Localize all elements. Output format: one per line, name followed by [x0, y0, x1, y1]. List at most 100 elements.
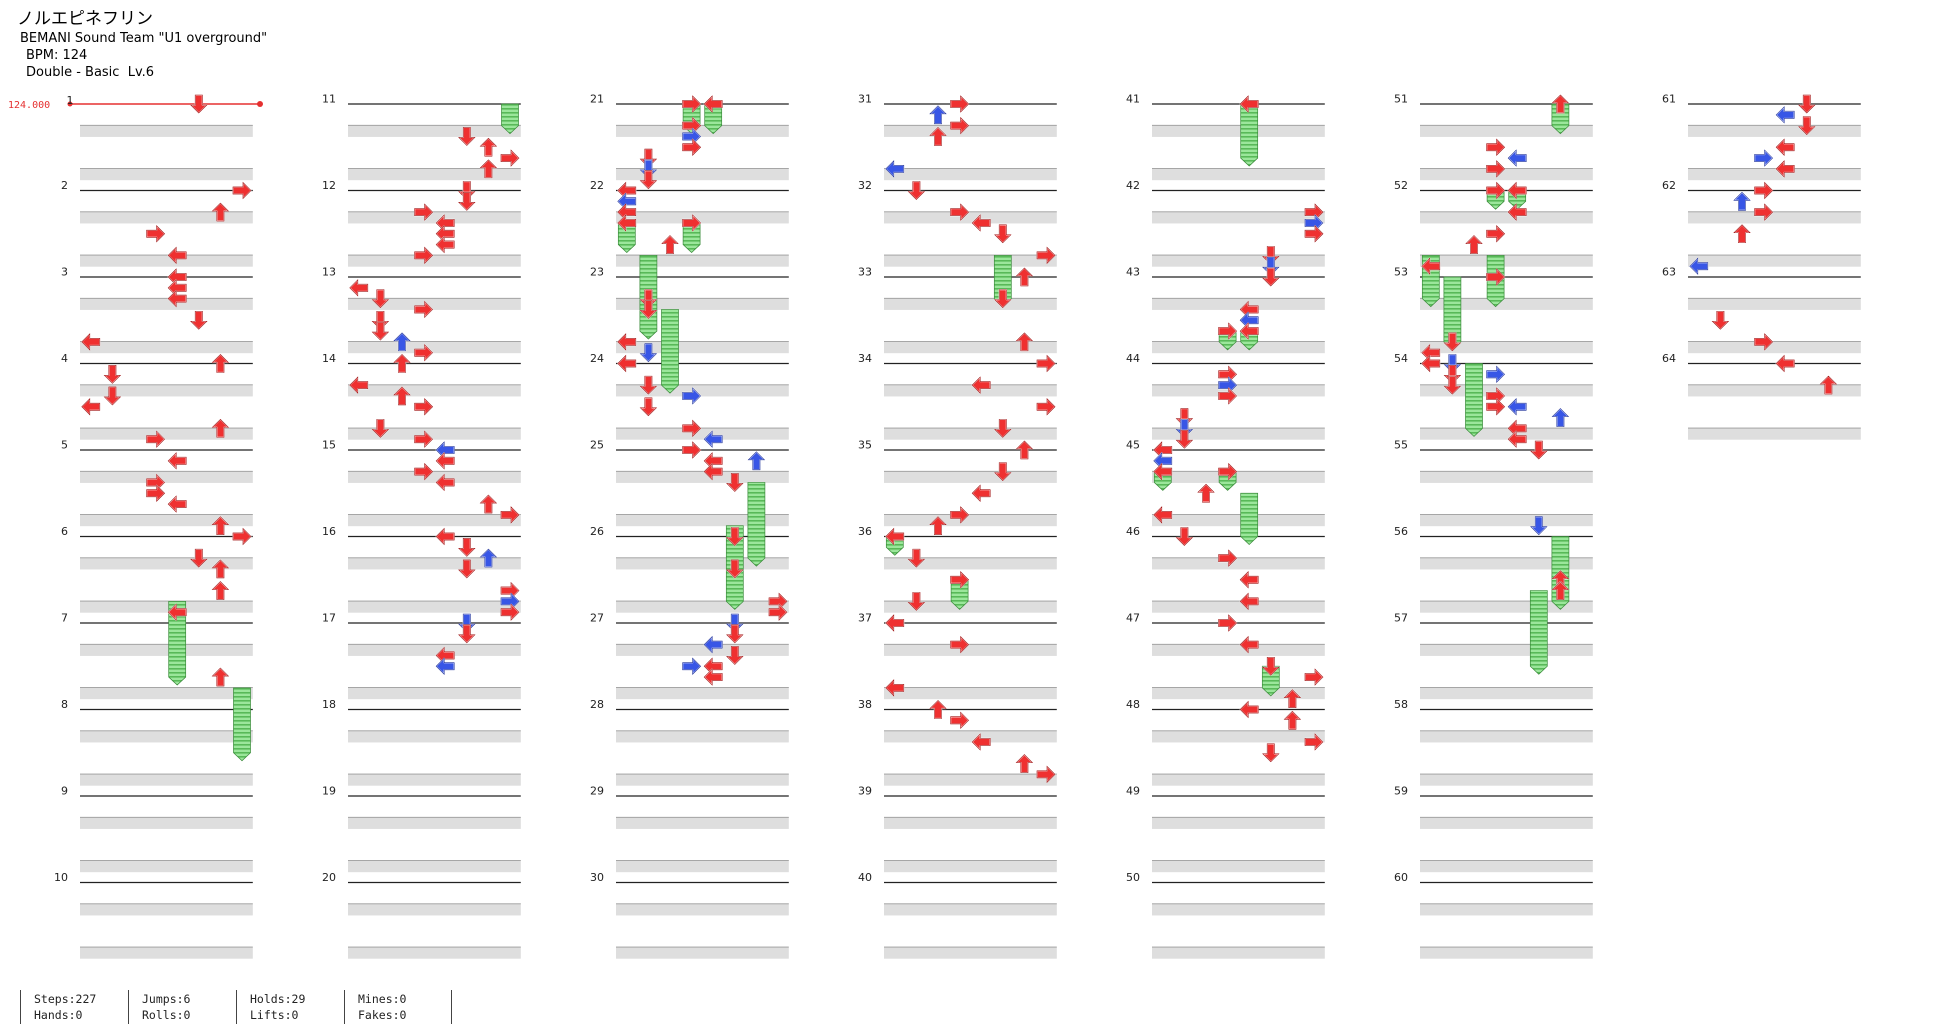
right-arrow-note	[414, 343, 434, 362]
down-arrow-note	[994, 462, 1012, 482]
measure-number: 4	[61, 352, 68, 365]
beat-stripe	[1688, 254, 1861, 267]
beat-stripe	[348, 254, 521, 267]
beat-stripe	[1420, 427, 1593, 440]
beat-stripe	[1688, 341, 1861, 354]
measure-number: 3	[61, 266, 68, 279]
measure-number: 62	[1662, 179, 1676, 192]
down-arrow-note	[1711, 310, 1730, 330]
hold-note	[682, 222, 701, 254]
down-arrow-note	[458, 537, 476, 557]
down-arrow-note	[994, 224, 1012, 244]
right-arrow-note	[1036, 398, 1056, 416]
measure-number: 61	[1662, 93, 1676, 106]
up-arrow-note	[929, 699, 947, 720]
up-arrow-note	[393, 332, 411, 352]
right-arrow-note	[949, 711, 970, 730]
right-arrow-note	[1485, 225, 1506, 243]
measure-number: 13	[322, 266, 336, 279]
beat-stripe	[1420, 860, 1593, 873]
measure-number: 34	[858, 352, 872, 365]
beat-stripe	[80, 600, 253, 613]
down-arrow-note	[458, 126, 476, 147]
up-arrow-note	[211, 559, 230, 579]
right-arrow-note	[146, 430, 166, 448]
left-arrow-note	[617, 181, 637, 200]
beat-stripe	[616, 773, 789, 786]
measure-number: 11	[322, 93, 336, 106]
left-arrow-note	[1239, 571, 1259, 589]
beat-stripe	[1420, 254, 1593, 267]
beat-stripe	[884, 600, 1057, 613]
beat-stripe	[80, 730, 253, 743]
down-arrow-note	[1443, 375, 1462, 395]
measure-number: 29	[590, 785, 604, 798]
left-arrow-note	[1239, 95, 1259, 113]
right-arrow-note	[500, 149, 520, 167]
stat-holds: Holds:29	[250, 992, 306, 1006]
up-arrow-note	[1015, 332, 1034, 352]
measure-number: 19	[322, 785, 336, 798]
beat-stripe	[348, 773, 521, 786]
down-arrow-note	[1530, 440, 1548, 460]
measure-number: 32	[858, 179, 872, 192]
measure-number: 26	[590, 525, 604, 538]
down-arrow-note	[726, 624, 744, 644]
beat-stripe	[616, 427, 789, 440]
hold-note	[1465, 363, 1483, 437]
hold-note	[1529, 590, 1548, 675]
down-arrow-note	[190, 310, 208, 330]
song-title: ノルエピネフリン	[17, 9, 153, 29]
beat-stripe	[1420, 644, 1593, 656]
beat-stripe	[616, 860, 789, 873]
left-arrow-note	[885, 679, 905, 697]
beat-stripe	[1152, 471, 1325, 483]
beat-stripe	[80, 514, 253, 527]
left-arrow-note	[703, 635, 723, 654]
beat-stripe	[1688, 125, 1861, 137]
left-arrow-note	[1239, 592, 1259, 611]
right-arrow-note	[1485, 398, 1506, 416]
beat-stripe	[348, 817, 521, 829]
beat-stripe	[616, 730, 789, 743]
up-arrow-note	[1551, 407, 1570, 428]
down-arrow-note	[103, 386, 122, 406]
right-arrow-note	[1485, 138, 1506, 156]
beat-stripe	[80, 298, 253, 310]
right-arrow-note	[1304, 668, 1324, 686]
beat-stripe	[884, 211, 1057, 224]
beat-stripe	[1152, 125, 1325, 137]
stat-lifts: Lifts:0	[250, 1008, 299, 1022]
beat-stripe	[80, 946, 253, 959]
beat-stripe	[1420, 687, 1593, 700]
right-arrow-note	[1753, 333, 1774, 351]
hold-note	[168, 601, 187, 686]
up-arrow-note	[479, 548, 498, 568]
beat-stripe	[616, 946, 789, 959]
left-arrow-note	[1153, 452, 1173, 470]
stat-hands: Hands:0	[34, 1008, 83, 1022]
measure-number: 60	[1394, 871, 1408, 884]
beat-stripe	[1152, 687, 1325, 700]
right-arrow-note	[681, 419, 702, 438]
measure-number: 47	[1126, 612, 1140, 625]
down-arrow-note	[639, 375, 658, 395]
up-arrow-note	[1015, 267, 1034, 287]
left-arrow-note	[971, 214, 991, 232]
measure-number: 9	[61, 785, 68, 798]
right-arrow-note	[949, 95, 970, 113]
left-arrow-note	[167, 279, 187, 297]
measure-number: 23	[590, 266, 604, 279]
measure-number: 59	[1394, 785, 1408, 798]
beat-stripe	[884, 557, 1057, 570]
right-arrow-note	[232, 527, 252, 546]
right-arrow-note	[949, 116, 970, 135]
beat-stripe	[616, 384, 789, 397]
right-arrow-note	[1036, 354, 1056, 373]
left-arrow-note	[617, 214, 637, 232]
left-arrow-note	[1507, 181, 1527, 200]
measure-number: 53	[1394, 266, 1408, 279]
right-arrow-note	[1036, 765, 1056, 784]
beat-stripe	[1420, 471, 1593, 483]
beat-stripe	[616, 341, 789, 354]
